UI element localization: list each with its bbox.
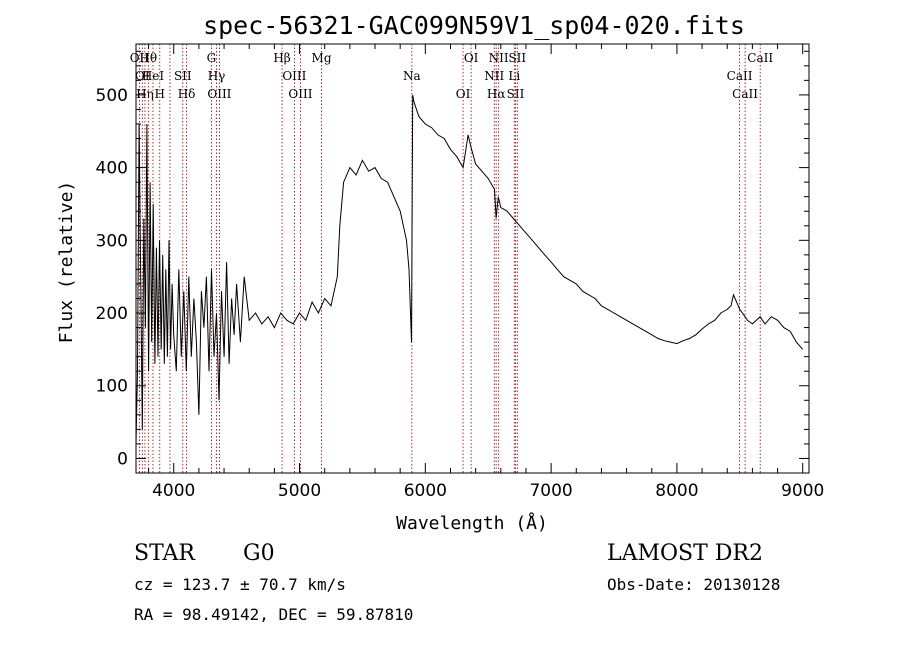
object-class: STAR	[134, 541, 196, 566]
line-marker-label: SII	[174, 69, 192, 83]
line-marker-label: Hη	[136, 87, 154, 101]
line-marker-label: CaII	[747, 51, 773, 65]
plot-frame	[135, 43, 810, 474]
y-tick-label: 100	[96, 377, 128, 397]
line-marker-label: OII	[130, 51, 150, 65]
survey-name: LAMOST DR2	[607, 541, 763, 566]
x-tick-label: 7000	[529, 481, 572, 501]
line-marker-label: SII	[507, 87, 525, 101]
spectrum-line	[135, 94, 804, 444]
line-marker-label: H	[155, 87, 165, 101]
line-marker-label: NII	[484, 69, 504, 83]
x-tick-label: 9000	[781, 481, 824, 501]
plot-area: OII OI Hη Hθ HeI H SII Hδ G Hγ OIII Hβ OIII OIII Mg Na O…	[96, 44, 824, 501]
line-marker-label: OI	[135, 69, 150, 83]
line-marker-label: NII	[489, 51, 509, 65]
line-marker-label: CaII	[727, 69, 753, 83]
line-marker-label: SII	[508, 51, 526, 65]
obs-date-text: Obs-Date: 20130128	[607, 575, 780, 594]
y-tick-label: 500	[96, 86, 128, 106]
y-tick-label: 200	[96, 304, 128, 324]
line-marker-label: Hθ	[139, 51, 157, 65]
redshift-text: cz = 123.7 ± 70.7 km/s	[134, 575, 346, 594]
line-marker-label: OI	[464, 51, 479, 65]
y-tick-label: 0	[117, 449, 128, 469]
subclass: G0	[243, 541, 275, 566]
line-marker-label: OIII	[282, 69, 306, 83]
line-marker-label: CaII	[732, 87, 758, 101]
x-tick-label: 8000	[655, 481, 698, 501]
x-tick-label: 4000	[152, 481, 195, 501]
line-marker-label: Mg	[312, 51, 332, 65]
line-marker-label: Hα	[487, 87, 506, 101]
y-tick-label: 400	[96, 159, 128, 179]
coords-text: RA = 98.49142, DEC = 59.87810	[134, 605, 413, 624]
line-marker-label: Hβ	[273, 51, 290, 65]
x-tick-label: 5000	[278, 481, 321, 501]
line-marker-label: Na	[403, 69, 421, 83]
line-marker-label: OIII	[207, 87, 231, 101]
line-marker-label: G	[207, 51, 217, 65]
line-marker-label: OI	[456, 87, 471, 101]
line-marker-label: HeI	[142, 69, 165, 83]
line-marker-label: OIII	[288, 87, 312, 101]
line-marker-label: Hγ	[208, 69, 226, 83]
y-axis-label: Flux (relative)	[56, 181, 77, 344]
line-marker-label: Li	[508, 69, 520, 83]
x-axis-label: Wavelength (Å)	[396, 512, 548, 534]
line-marker-label: Hδ	[178, 87, 196, 101]
x-tick-label: 6000	[404, 481, 447, 501]
y-tick-label: 300	[96, 231, 128, 251]
chart-title: spec-56321-GAC099N59V1_sp04-020.fits	[203, 11, 745, 40]
